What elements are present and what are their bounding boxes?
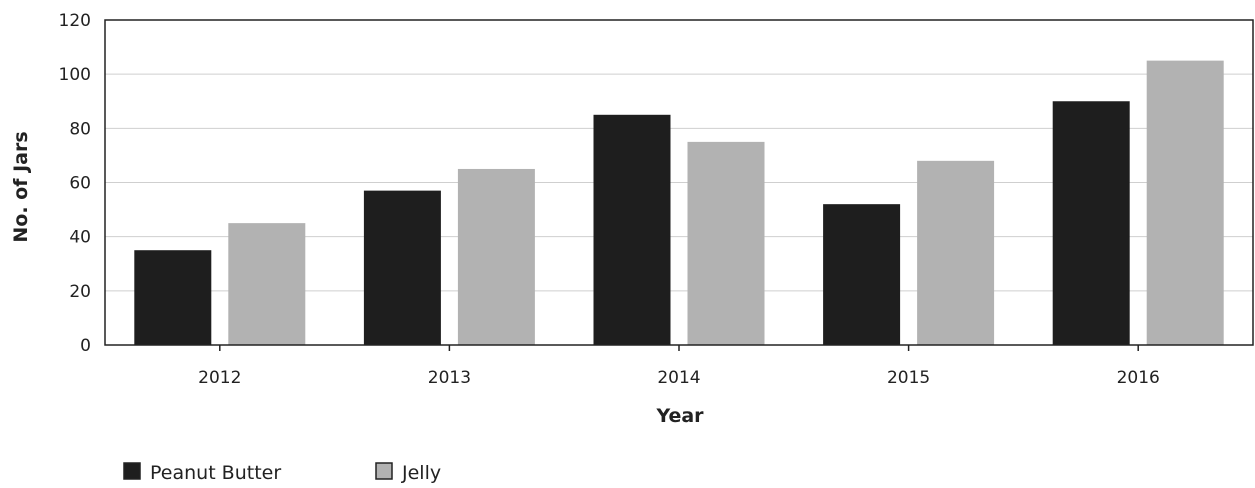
x-tick-label: 2012 — [198, 368, 241, 388]
x-axis-title: Year — [655, 405, 704, 427]
legend: Peanut Butter Jelly — [123, 462, 441, 484]
axes: 0 20 40 60 80 100 120 2012 2013 2014 2015 2016 — [59, 11, 1254, 388]
bar-peanut-butter-2012 — [134, 250, 212, 345]
y-axis-title: No. of Jars — [10, 131, 32, 242]
bar-jelly-2016 — [1146, 60, 1224, 345]
bar-peanut-butter-2016 — [1052, 101, 1130, 345]
bar-jelly-2013 — [457, 168, 535, 345]
bar-peanut-butter-2013 — [363, 190, 441, 345]
bar-peanut-butter-2014 — [593, 114, 671, 346]
y-tick-label: 60 — [69, 174, 91, 194]
y-tick-label: 40 — [69, 228, 91, 248]
legend-label: Peanut Butter — [150, 462, 281, 484]
y-tick-label: 100 — [59, 65, 91, 85]
y-tick-label: 20 — [69, 282, 91, 302]
legend-swatch — [123, 462, 141, 480]
bar-jelly-2012 — [228, 223, 306, 345]
legend-swatch — [375, 462, 393, 480]
bar-peanut-butter-2015 — [823, 204, 901, 345]
legend-label: Jelly — [401, 462, 441, 484]
bar-jelly-2014 — [687, 141, 765, 345]
x-tick-label: 2013 — [428, 368, 471, 388]
y-tick-label: 80 — [69, 119, 91, 139]
bars — [134, 60, 1224, 346]
x-tick-label: 2016 — [1117, 368, 1160, 388]
y-tick-label: 120 — [59, 11, 91, 31]
x-tick-label: 2014 — [657, 368, 700, 388]
x-tick-label: 2015 — [887, 368, 930, 388]
y-tick-label: 0 — [80, 336, 91, 356]
bar-jelly-2015 — [917, 160, 995, 345]
